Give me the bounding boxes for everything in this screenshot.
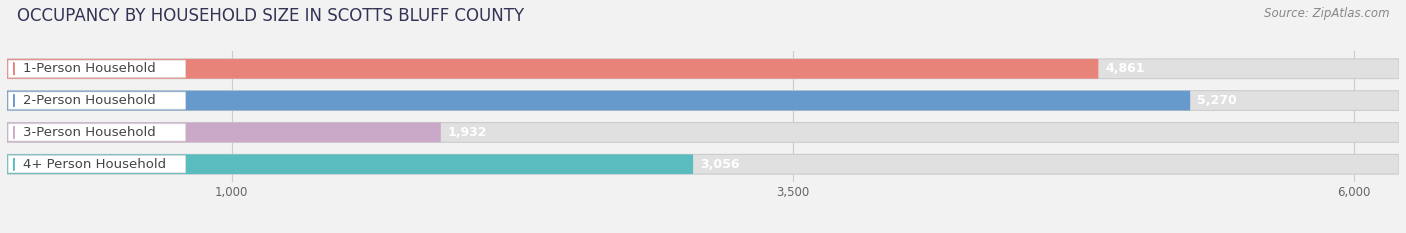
FancyBboxPatch shape bbox=[7, 123, 1399, 142]
Text: 2-Person Household: 2-Person Household bbox=[22, 94, 156, 107]
Text: 4+ Person Household: 4+ Person Household bbox=[22, 158, 166, 171]
FancyBboxPatch shape bbox=[7, 91, 1399, 110]
FancyBboxPatch shape bbox=[8, 124, 186, 141]
FancyBboxPatch shape bbox=[7, 91, 1189, 110]
FancyBboxPatch shape bbox=[7, 154, 693, 174]
FancyBboxPatch shape bbox=[7, 154, 1399, 174]
Text: 3,056: 3,056 bbox=[700, 158, 740, 171]
Text: 5,270: 5,270 bbox=[1197, 94, 1237, 107]
FancyBboxPatch shape bbox=[8, 156, 186, 173]
Text: 3-Person Household: 3-Person Household bbox=[22, 126, 156, 139]
Text: 1-Person Household: 1-Person Household bbox=[22, 62, 156, 75]
Text: 1,932: 1,932 bbox=[447, 126, 486, 139]
FancyBboxPatch shape bbox=[7, 59, 1098, 79]
FancyBboxPatch shape bbox=[7, 123, 440, 142]
Text: OCCUPANCY BY HOUSEHOLD SIZE IN SCOTTS BLUFF COUNTY: OCCUPANCY BY HOUSEHOLD SIZE IN SCOTTS BL… bbox=[17, 7, 524, 25]
Text: Source: ZipAtlas.com: Source: ZipAtlas.com bbox=[1264, 7, 1389, 20]
FancyBboxPatch shape bbox=[7, 59, 1399, 79]
Text: 4,861: 4,861 bbox=[1105, 62, 1144, 75]
FancyBboxPatch shape bbox=[8, 60, 186, 77]
FancyBboxPatch shape bbox=[8, 92, 186, 109]
